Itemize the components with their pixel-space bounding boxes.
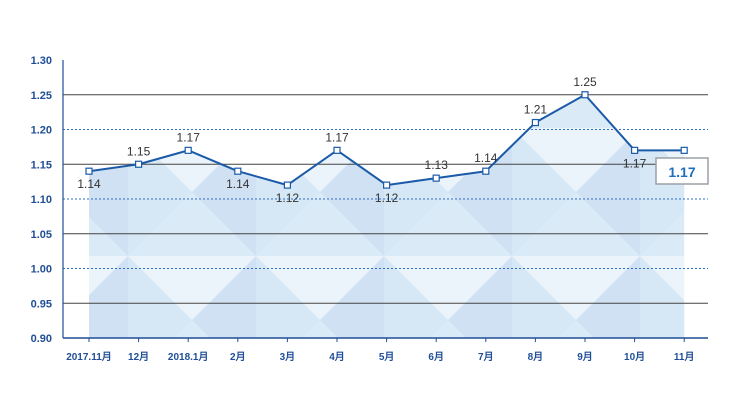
x-tick-label: 7月 [478,351,494,363]
data-label: 1.17 [623,156,647,170]
data-point [333,146,341,154]
data-label: 1.17 [177,130,201,144]
data-label: 1.17 [325,130,349,144]
data-point [135,160,143,168]
highlight-badge-value: 1.17 [668,164,695,180]
x-tick-label: 9月 [577,351,593,363]
data-label: 1.12 [375,191,399,205]
data-label: 1.21 [524,103,548,117]
x-tick-label: 2月 [230,351,246,363]
data-label: 1.25 [573,75,597,89]
data-point [184,146,192,154]
data-point [581,91,589,99]
y-tick-label: 1.05 [31,229,52,241]
data-point [680,146,688,154]
data-point [85,167,93,175]
y-tick-label: 1.15 [31,159,52,171]
x-tick-label: 10月 [624,351,645,363]
data-point [234,167,242,175]
y-tick-label: 1.00 [31,264,52,276]
data-label: 1.14 [77,177,101,191]
x-tick-label: 2017.11月 [66,351,112,363]
data-point [630,146,639,154]
y-tick-label: 1.30 [31,55,52,67]
x-tick-label: 3月 [280,351,296,363]
data-point [383,181,391,189]
x-tick-label: 11月 [674,351,695,363]
data-label: 1.15 [127,144,151,158]
y-tick-label: 1.10 [31,194,52,206]
y-tick-label: 1.20 [31,125,52,137]
y-tick-label: 0.90 [31,333,52,345]
x-tick-label: 6月 [428,351,444,363]
data-label: 1.12 [276,191,300,205]
x-tick-label: 12月 [128,351,149,363]
highlight-badge [655,157,709,185]
data-point [283,181,291,189]
x-tick-label: 2018.1月 [168,351,209,363]
y-tick-label: 0.95 [31,298,52,310]
data-label: 1.14 [226,177,250,191]
data-point [432,174,440,182]
x-tick-label: 5月 [379,351,395,363]
y-tick-label: 1.25 [31,90,52,102]
data-point [482,167,490,175]
area-fill [89,94,685,338]
x-tick-label: 8月 [528,351,544,363]
data-label: 1.13 [425,158,449,172]
x-tick-label: 4月 [329,351,345,363]
data-point [531,118,540,127]
data-label: 1.14 [474,151,498,165]
